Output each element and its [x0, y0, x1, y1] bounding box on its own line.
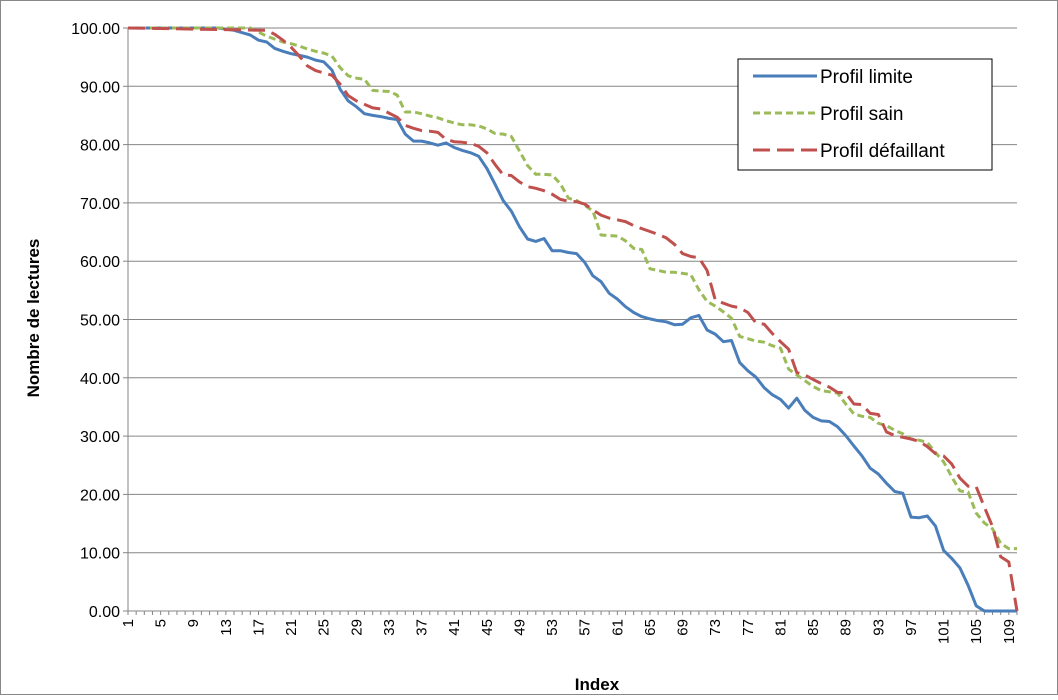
series-lines — [127, 26, 1019, 613]
y-tick-label: 60.00 — [80, 254, 120, 271]
y-tick-label: 40.00 — [80, 371, 120, 388]
legend-label: Profil défaillant — [820, 141, 945, 162]
x-tick-label: 97 — [903, 619, 920, 636]
y-tick-label: 100.00 — [71, 21, 120, 38]
x-tick-label: 9 — [185, 619, 202, 627]
x-tick-label: 29 — [348, 619, 365, 636]
x-tick-label: 41 — [446, 619, 463, 636]
x-tick-label: 101 — [936, 619, 953, 644]
y-tick-label: 70.00 — [80, 196, 120, 213]
x-tick-label: 109 — [1001, 619, 1018, 644]
x-tick-label: 21 — [283, 619, 300, 636]
x-tick-label: 93 — [870, 619, 887, 636]
y-tick-label: 80.00 — [80, 138, 120, 155]
y-tick-label: 30.00 — [80, 429, 120, 446]
y-tick-label: 50.00 — [80, 313, 120, 330]
x-tick-label: 37 — [414, 619, 431, 636]
x-tick-label: 65 — [642, 619, 659, 636]
x-tick-label: 53 — [544, 619, 561, 636]
y-axis-label: Nombre de lectures — [24, 239, 43, 398]
x-tick-labels: 1 5 9 13 17 21 25 29 33 37 41 45 49 53 57 61 65 69 73 77 81 8… — [120, 619, 1018, 644]
x-tick-label: 17 — [250, 619, 267, 636]
x-tick-label: 81 — [772, 619, 789, 636]
x-tick-label: 85 — [805, 619, 822, 636]
x-tick-label: 45 — [479, 619, 496, 636]
series-line-2 — [127, 26, 1019, 612]
x-tick-label: 49 — [511, 619, 528, 636]
legend-label: Profil sain — [820, 104, 903, 125]
x-tick-label: 33 — [381, 619, 398, 636]
y-tick-label: 90.00 — [80, 79, 120, 96]
x-tick-label: 57 — [577, 619, 594, 636]
x-tick-label: 5 — [153, 619, 170, 627]
legend-label: Profil limite — [820, 67, 913, 88]
y-tick-label: 10.00 — [80, 546, 120, 563]
x-tick-label: 1 — [120, 619, 137, 627]
x-tick-label: 73 — [707, 619, 724, 636]
series-line-1 — [128, 26, 1017, 551]
series-line-0 — [128, 26, 1017, 613]
x-tick-label: 69 — [675, 619, 692, 636]
x-axis-label: Index — [575, 675, 620, 694]
x-tick-label: 77 — [740, 619, 757, 636]
y-tick-label: 20.00 — [80, 487, 120, 504]
x-tick-label: 105 — [968, 619, 985, 644]
x-tick-label: 25 — [316, 619, 333, 636]
gridlines — [128, 27, 1017, 554]
x-tick-label: 13 — [218, 619, 235, 636]
y-tick-label: 0.00 — [89, 604, 120, 621]
axes — [123, 27, 1018, 615]
x-tick-label: 61 — [609, 619, 626, 636]
x-tick-label: 89 — [838, 619, 855, 636]
y-tick-labels: 0.00 10.00 20.00 30.00 40.00 50.00 60.00 70.00 8… — [71, 21, 120, 621]
legend: Profil limite Profil sain Profil défaillan… — [737, 58, 993, 171]
